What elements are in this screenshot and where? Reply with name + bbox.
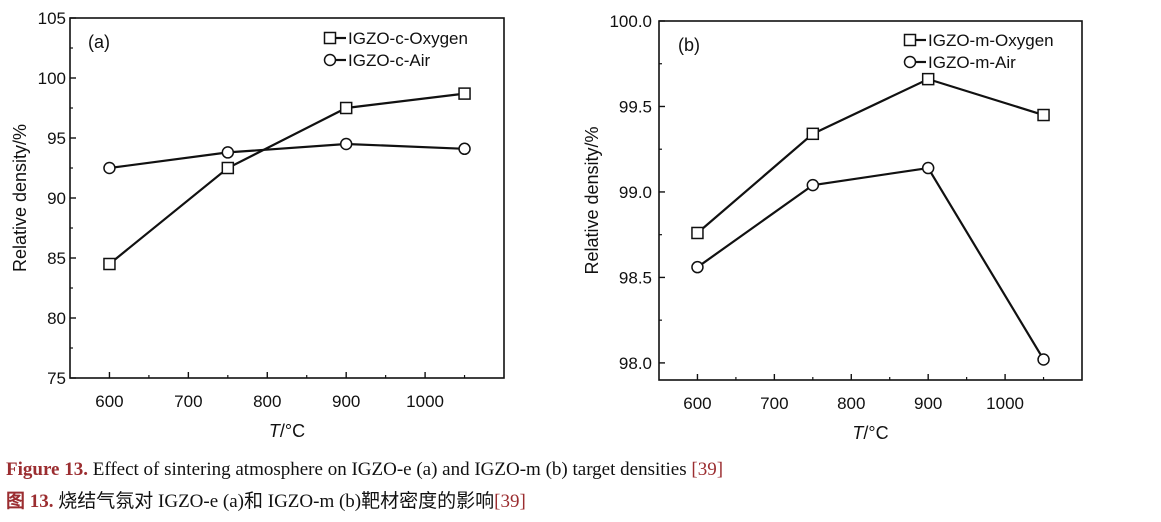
panel-label: (b) (678, 35, 700, 55)
caption-label: Figure 13. (6, 459, 88, 480)
legend-label: IGZO-c-Air (348, 51, 430, 70)
x-tick-label: 800 (837, 394, 865, 413)
y-tick-label: 99.0 (619, 183, 652, 202)
y-tick-label: 75 (47, 369, 66, 388)
caption-text: Effect of sintering atmosphere on IGZO-e… (87, 459, 692, 480)
legend-marker (323, 53, 337, 67)
series-igzo-m-oxygen (691, 72, 1050, 240)
x-tick-label: 800 (253, 392, 281, 411)
chart-panel-b: 98.0 98.5 99.0 99.5 100.0 600 700 800 900 1000 T/°… (582, 12, 1083, 443)
plot-frame (658, 20, 1083, 381)
caption-chinese: 图 13. 烧结气氛对 IGZO-e (a)和 IGZO-m (b)靶材密度的影… (6, 486, 526, 513)
series-igzo-c-air (103, 137, 471, 175)
caption-ref-zh: [39] (494, 491, 526, 512)
data-point (458, 142, 471, 156)
series-line (696, 166, 1045, 361)
y-tick-label: 80 (47, 309, 66, 328)
series-line (696, 77, 1044, 234)
legend-marker (903, 33, 917, 47)
series-igzo-c-oxygen (103, 87, 471, 271)
y-tick-label: 98.0 (619, 354, 652, 373)
plot-frame (69, 17, 505, 379)
x-tick-label: 600 (683, 394, 711, 413)
data-point (221, 161, 235, 175)
legend-marker (903, 55, 917, 69)
y-tick-label: 95 (47, 129, 66, 148)
data-point (103, 257, 116, 271)
x-axis-title: T/°C (852, 423, 888, 443)
data-point (1037, 108, 1050, 122)
x-axis-title: T/°C (269, 421, 305, 441)
x-tick-label: 1000 (986, 394, 1024, 413)
legend-label: IGZO-m-Air (928, 53, 1016, 72)
data-point (691, 260, 704, 274)
x-axis-title-unit: /°C (863, 423, 888, 443)
y-tick-label: 105 (38, 9, 66, 28)
data-point (103, 161, 116, 175)
x-axis-title-var: T (852, 423, 865, 443)
data-point (806, 178, 820, 192)
x-tick-label: 900 (332, 392, 360, 411)
data-point (806, 127, 820, 141)
panel-label: (a) (88, 32, 110, 52)
y-tick-label: 100.0 (609, 12, 652, 31)
x-tick-label: 700 (760, 394, 788, 413)
data-point (339, 137, 353, 151)
x-axis-title-var: T (269, 421, 282, 441)
y-tick-label: 90 (47, 189, 66, 208)
legend-entry: IGZO-c-Air (323, 51, 430, 70)
legend-label: IGZO-m-Oxygen (928, 31, 1054, 50)
data-point (339, 101, 353, 115)
caption-text-zh: 烧结气氛对 IGZO-e (a)和 IGZO-m (b)靶材密度的影响 (53, 491, 495, 512)
data-point (458, 87, 471, 100)
x-tick-label: 900 (914, 394, 942, 413)
legend-marker (323, 31, 337, 45)
data-point (921, 72, 935, 86)
x-axis-title-unit: /°C (280, 421, 305, 441)
y-tick-label: 100 (38, 69, 66, 88)
caption-label-zh: 图 13. (6, 491, 54, 512)
series-line (109, 142, 465, 170)
legend-label: IGZO-c-Oxygen (348, 29, 468, 48)
legend-entry: IGZO-m-Air (903, 53, 1016, 72)
data-point (221, 146, 235, 159)
y-axis-title: Relative density/% (10, 124, 30, 272)
series-line (108, 92, 465, 265)
caption-ref: [39] (691, 459, 724, 480)
y-axis-title: Relative density/% (582, 126, 602, 274)
data-point (691, 226, 704, 240)
chart-panel-a: 75 80 85 90 95 100 105 600 700 800 900 1000 T/°C Rela… (10, 9, 505, 441)
data-point (1037, 353, 1050, 366)
x-tick-label: 700 (174, 392, 202, 411)
y-tick-label: 99.5 (619, 97, 652, 116)
y-tick-label: 85 (47, 249, 66, 268)
y-tick-label: 98.5 (619, 268, 652, 287)
series-igzo-m-air (691, 161, 1050, 366)
caption-english: Figure 13. Effect of sintering atmospher… (6, 459, 723, 481)
legend-entry: IGZO-c-Oxygen (323, 29, 468, 48)
x-tick-label: 600 (95, 392, 123, 411)
x-tick-label: 1000 (406, 392, 444, 411)
legend-entry: IGZO-m-Oxygen (903, 31, 1054, 50)
data-point (921, 161, 935, 175)
